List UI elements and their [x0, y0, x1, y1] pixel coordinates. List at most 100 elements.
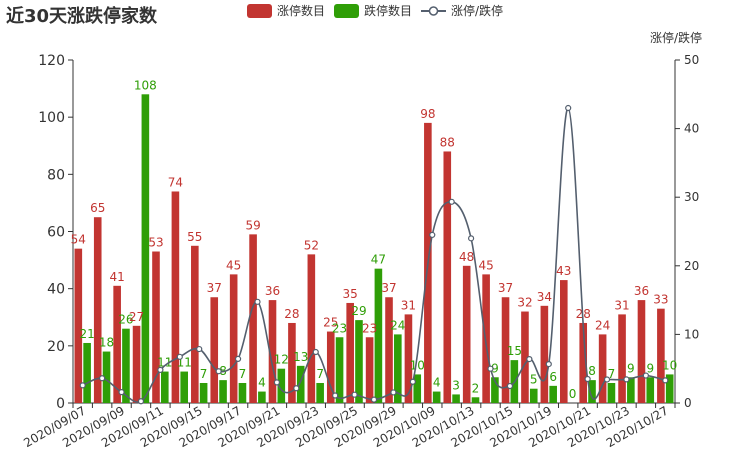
limit-up-value-label-24: 34 — [537, 290, 552, 304]
limit-down-value-label-28: 9 — [627, 361, 635, 375]
limit-up-bar-25 — [559, 280, 568, 403]
limit-down-bar-6 — [199, 382, 208, 403]
legend-swatch-marker-2 — [428, 6, 439, 16]
limit-up-value-label-28: 31 — [614, 298, 629, 312]
limit-up-bar-23 — [521, 311, 529, 403]
limit-down-bar-9 — [258, 391, 266, 403]
ratio-point-24 — [545, 361, 552, 368]
limit-down-value-label-17: 10 — [410, 358, 425, 372]
ratio-point-26 — [584, 375, 591, 383]
right-tick-label-4: 40 — [684, 122, 699, 136]
limit-up-value-label-18: 98 — [420, 107, 435, 121]
limit-down-value-label-29: 9 — [646, 361, 654, 375]
limit-up-bar-16 — [385, 297, 393, 403]
limit-down-bar-26 — [588, 380, 596, 403]
limit-up-value-label-29: 36 — [634, 284, 649, 298]
limit-down-value-label-26: 8 — [588, 364, 596, 378]
limit-up-value-label-14: 35 — [343, 287, 358, 301]
ratio-point-12 — [312, 348, 319, 356]
limit-up-value-label-9: 59 — [245, 218, 260, 232]
limit-up-value-label-4: 53 — [148, 236, 163, 250]
limit-up-value-label-6: 55 — [187, 230, 202, 244]
limit-down-value-label-18: 4 — [433, 376, 441, 390]
limit-down-bar-24 — [549, 385, 557, 403]
limit-down-bar-7 — [219, 380, 227, 403]
limit-up-bar-13 — [326, 331, 335, 403]
ratio-point-9 — [254, 298, 261, 305]
ratio-point-1 — [99, 375, 106, 382]
limit-up-bar-7 — [210, 297, 219, 403]
limit-up-bar-2 — [113, 285, 121, 403]
limit-up-value-label-25: 43 — [556, 264, 571, 278]
ratio-point-8 — [234, 355, 242, 362]
ratio-point-30 — [662, 377, 669, 384]
left-tick-label-6: 120 — [38, 53, 65, 69]
limit-down-bar-11 — [296, 365, 305, 403]
ratio-point-15 — [370, 396, 378, 403]
limit-down-value-label-15: 47 — [371, 253, 386, 267]
limit-up-value-label-11: 28 — [284, 307, 299, 321]
limit-up-value-label-21: 45 — [478, 258, 493, 272]
limit-up-bar-0 — [74, 248, 83, 403]
ratio-point-6 — [196, 345, 203, 353]
limit-down-value-label-1: 18 — [99, 336, 114, 350]
limit-up-value-label-5: 74 — [168, 175, 183, 189]
ratio-point-10 — [273, 379, 281, 386]
limit-up-bar-1 — [93, 217, 102, 403]
limit-up-value-label-1: 65 — [90, 201, 105, 215]
limit-down-bar-16 — [394, 334, 402, 403]
right-tick-label-3: 30 — [684, 190, 699, 204]
limit-down-bar-0 — [83, 342, 91, 403]
limit-down-value-label-12: 7 — [316, 367, 324, 381]
limit-down-bar-10 — [277, 368, 286, 403]
limit-up-value-label-8: 45 — [226, 258, 241, 272]
limit-down-value-label-16: 24 — [390, 318, 405, 332]
ratio-point-23 — [526, 355, 533, 363]
legend-label-2: 涨停/跌停 — [451, 3, 503, 18]
limit-down-value-label-20: 2 — [472, 381, 480, 395]
limit-down-bar-27 — [607, 382, 616, 403]
ratio-point-2 — [118, 389, 125, 396]
limit-down-bar-3 — [141, 94, 150, 404]
limit-down-value-label-2: 26 — [118, 313, 133, 327]
limit-up-bar-6 — [191, 245, 199, 403]
limit-up-bar-21 — [482, 274, 490, 403]
ratio-point-4 — [157, 366, 164, 374]
limit-up-bar-12 — [307, 254, 316, 403]
limit-down-value-label-21: 9 — [491, 361, 499, 375]
limit-down-bar-4 — [160, 371, 169, 403]
limit-down-bar-13 — [335, 337, 344, 403]
legend-swatch-0 — [247, 4, 272, 18]
legend-swatch-1 — [334, 4, 359, 18]
limit-up-bar-28 — [618, 314, 626, 403]
limit-up-value-label-19: 88 — [440, 135, 455, 149]
limit-up-bar-27 — [598, 334, 607, 403]
ratio-point-11 — [293, 385, 300, 392]
limit-down-value-label-14: 29 — [351, 304, 366, 318]
limit-down-bar-28 — [627, 377, 635, 403]
ratio-point-16 — [390, 389, 397, 396]
left-tick-label-0: 0 — [56, 396, 65, 412]
ratio-point-3 — [137, 398, 145, 405]
limit-down-value-label-9: 4 — [258, 376, 266, 390]
ratio-point-22 — [506, 382, 514, 390]
left-tick-label-5: 100 — [38, 110, 65, 126]
limit-up-bar-3 — [132, 325, 141, 403]
ratio-point-20 — [467, 235, 475, 242]
right-tick-label-1: 10 — [684, 327, 699, 341]
ratio-point-25 — [565, 104, 572, 112]
ratio-point-0 — [79, 382, 86, 389]
ratio-point-19 — [448, 198, 455, 205]
right-axis-title: 涨停/跌停 — [650, 30, 702, 45]
ratio-point-29 — [642, 372, 649, 379]
limit-up-bar-4 — [152, 251, 160, 403]
limit-up-value-label-17: 31 — [401, 298, 416, 312]
limit-down-bar-1 — [102, 351, 111, 403]
limit-down-bar-21 — [491, 377, 499, 403]
limit-down-bar-14 — [355, 320, 363, 403]
limit-down-value-label-19: 3 — [452, 378, 460, 392]
right-tick-label-0: 0 — [684, 396, 692, 410]
limit-down-bar-2 — [122, 328, 130, 403]
limit-up-bar-29 — [637, 300, 646, 403]
